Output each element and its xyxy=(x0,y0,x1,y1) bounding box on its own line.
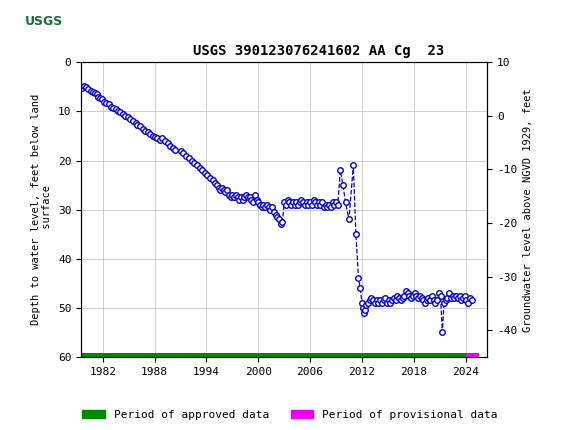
Text: USGS 390123076241602 AA Cg  23: USGS 390123076241602 AA Cg 23 xyxy=(193,44,445,58)
Text: ≡: ≡ xyxy=(12,12,28,31)
Y-axis label: Depth to water level, feet below land
 surface: Depth to water level, feet below land su… xyxy=(31,94,52,325)
Bar xyxy=(466,353,478,356)
Bar xyxy=(82,353,466,356)
Text: USGS: USGS xyxy=(24,15,63,28)
Y-axis label: Groundwater level above NGVD 1929, feet: Groundwater level above NGVD 1929, feet xyxy=(523,88,532,332)
Legend: Period of approved data, Period of provisional data: Period of approved data, Period of provi… xyxy=(78,405,502,424)
FancyBboxPatch shape xyxy=(0,4,87,41)
